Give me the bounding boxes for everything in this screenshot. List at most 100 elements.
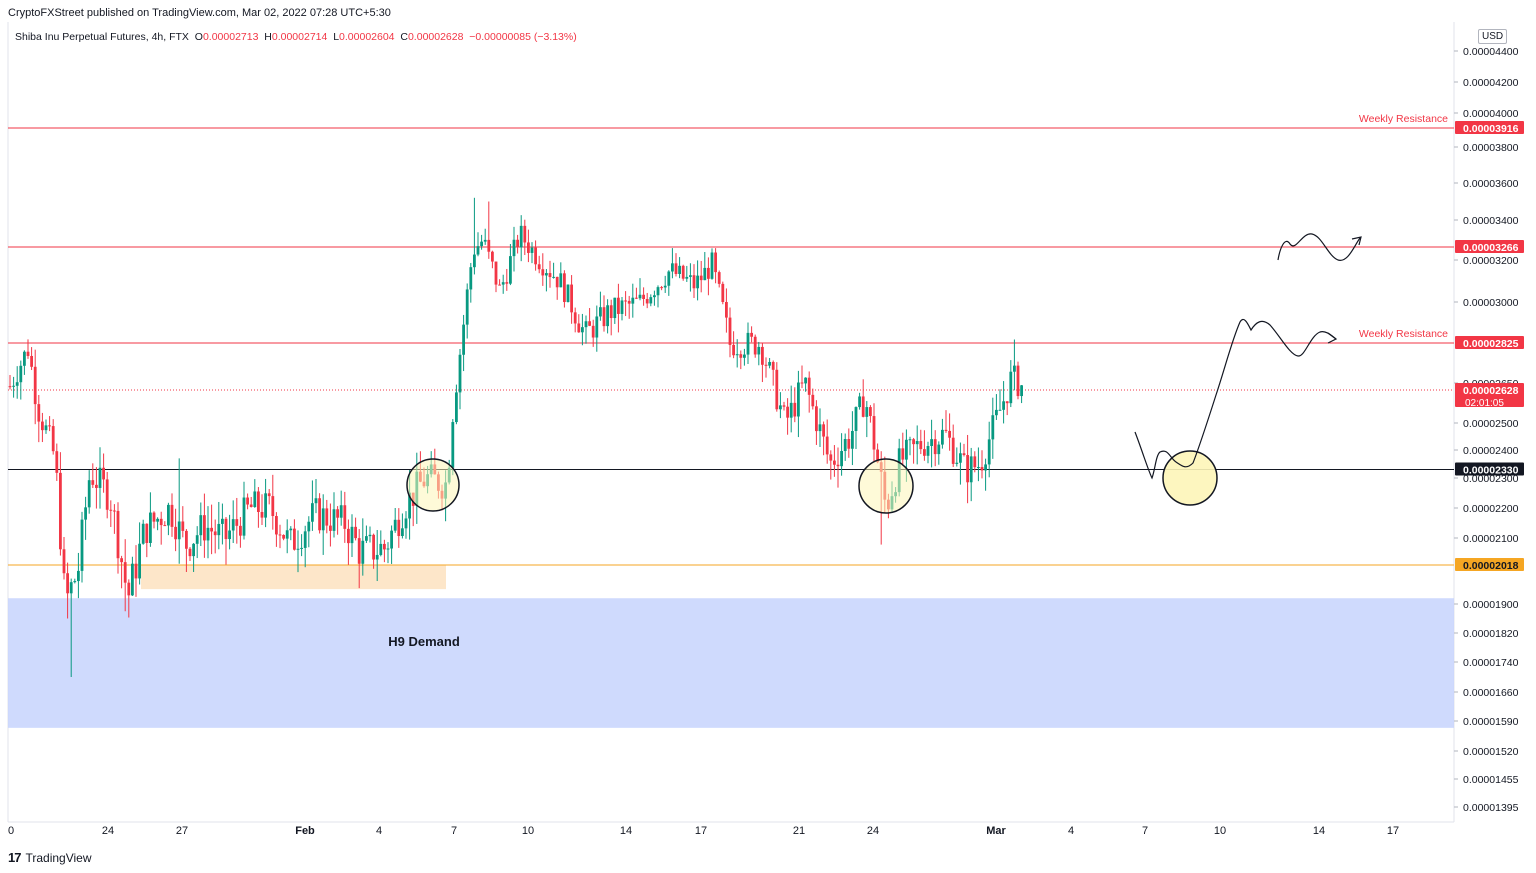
candle-body	[591, 325, 595, 338]
candle	[339, 490, 343, 526]
candle-body	[307, 521, 311, 532]
candle	[606, 299, 609, 334]
candle	[663, 275, 667, 293]
candle	[527, 229, 530, 263]
candle-body	[843, 439, 847, 451]
candle	[282, 534, 285, 541]
candle-body	[678, 265, 681, 274]
candle	[829, 450, 833, 480]
candle-body	[455, 392, 458, 423]
candle-body	[163, 525, 167, 527]
candle	[804, 377, 807, 392]
candle-body	[624, 300, 627, 302]
candle-body	[224, 518, 228, 540]
candle	[620, 296, 624, 321]
tradingview-logo[interactable]: 17 TradingView	[8, 850, 92, 865]
candle-body	[851, 430, 854, 449]
candle-body	[519, 225, 523, 248]
candle-body	[84, 507, 87, 520]
candle	[861, 379, 865, 418]
candle-body	[559, 273, 563, 288]
candle	[23, 350, 26, 375]
candle	[977, 447, 980, 482]
candle	[951, 424, 955, 467]
candle-body	[977, 467, 980, 469]
candle	[141, 519, 145, 545]
candle	[948, 413, 951, 451]
candle	[451, 419, 455, 476]
candle	[786, 398, 789, 435]
highlight-circle-2	[858, 458, 914, 514]
candle-body	[995, 409, 998, 416]
candle	[383, 539, 386, 563]
candle	[519, 215, 523, 262]
candle-body	[311, 503, 314, 522]
price-tick-label: 0.00002500	[1463, 418, 1519, 430]
candle	[199, 502, 203, 547]
currency-button[interactable]: USD	[1478, 29, 1508, 44]
candle-body	[55, 451, 59, 473]
candle	[195, 526, 199, 559]
candle-body	[537, 264, 541, 270]
high-label: H	[264, 31, 272, 43]
candle	[941, 418, 944, 449]
candle	[901, 432, 905, 466]
candle-body	[156, 518, 159, 522]
candle-body	[912, 439, 915, 445]
candle	[41, 412, 44, 443]
candle	[462, 314, 465, 372]
candle	[591, 319, 595, 347]
candle	[116, 502, 120, 574]
candle-body	[753, 336, 757, 355]
candle-body	[210, 527, 213, 532]
candle	[239, 516, 242, 548]
candle-body	[487, 239, 491, 252]
candle-body	[523, 225, 527, 243]
candle-body	[840, 450, 843, 467]
candle-body	[329, 525, 332, 531]
time-tick-label: 0	[8, 825, 14, 837]
candle-body	[113, 510, 116, 512]
candle-body	[991, 415, 995, 440]
low-value: 0.00002604	[339, 31, 395, 43]
candle-body	[869, 407, 872, 417]
candle-body	[228, 530, 231, 540]
candle-body	[707, 267, 710, 279]
candle-body	[1002, 401, 1005, 410]
candle	[815, 400, 818, 445]
candle-body	[627, 300, 631, 304]
candle	[66, 562, 69, 619]
candle	[235, 497, 239, 544]
time-tick-label: 24	[102, 825, 114, 837]
candle	[933, 430, 937, 467]
candle	[473, 197, 476, 275]
candle-body	[818, 424, 822, 432]
candle	[721, 281, 725, 305]
candle-body	[545, 273, 548, 276]
candle-body	[563, 273, 566, 303]
candle	[566, 284, 570, 303]
candle	[969, 447, 973, 502]
candle-body	[51, 426, 55, 452]
candle	[329, 503, 332, 547]
candle-body	[170, 504, 174, 527]
candle-body	[361, 540, 365, 564]
candle-body	[480, 241, 483, 247]
candle-body	[195, 535, 199, 544]
candle	[653, 290, 656, 306]
candle-body	[145, 523, 149, 543]
candle	[703, 251, 707, 281]
candle-body	[951, 437, 955, 464]
candle	[311, 480, 314, 531]
candle-body	[725, 302, 728, 318]
candle-body	[77, 570, 80, 582]
candle-body	[689, 275, 692, 277]
candle	[509, 243, 512, 286]
price-label-box	[1455, 240, 1524, 253]
price-tick-label: 0.00003200	[1463, 255, 1519, 267]
candle	[912, 437, 915, 464]
candle-body	[69, 582, 73, 594]
candle	[555, 276, 559, 300]
time-tick-label: Feb	[295, 825, 315, 837]
